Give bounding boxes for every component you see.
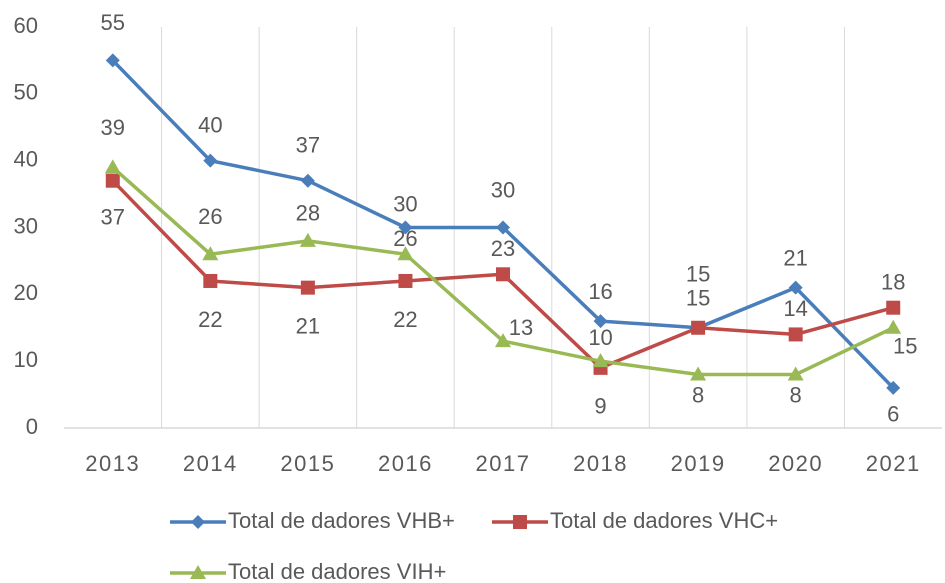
x-tick-label: 2021 (866, 451, 921, 476)
point (300, 173, 315, 188)
point (300, 280, 315, 295)
data-label: 30 (393, 191, 417, 216)
legend-label: Total de dadores VHC+ (550, 508, 778, 533)
point (885, 319, 902, 334)
legend-marker (513, 515, 527, 529)
data-label: 18 (881, 270, 905, 295)
data-label: 15 (686, 286, 710, 311)
point (886, 300, 901, 315)
point (495, 333, 511, 348)
data-label: 39 (101, 115, 125, 140)
point (398, 273, 413, 288)
data-label: 22 (393, 307, 417, 332)
point (886, 380, 901, 395)
point (105, 53, 120, 68)
y-tick-label: 50 (14, 80, 38, 105)
point (202, 246, 219, 261)
data-label: 22 (198, 307, 222, 332)
data-label: 28 (296, 201, 320, 226)
data-label: 21 (783, 245, 807, 270)
point (690, 366, 707, 381)
data-label: 13 (509, 315, 533, 340)
data-label: 55 (101, 10, 125, 35)
x-tick-label: 2018 (573, 451, 628, 476)
x-tick-label: 2014 (183, 451, 238, 476)
data-label: 37 (296, 133, 320, 158)
data-label: 26 (198, 204, 222, 229)
y-tick-label: 10 (14, 347, 38, 372)
point (691, 320, 706, 335)
point (398, 220, 413, 235)
data-label: 23 (491, 236, 515, 261)
data-label: 8 (790, 382, 802, 407)
point (203, 153, 218, 168)
x-tick-label: 2015 (280, 451, 335, 476)
y-tick-label: 40 (14, 146, 38, 171)
data-label: 26 (393, 226, 417, 251)
legend-marker (190, 565, 206, 579)
y-tick-label: 20 (14, 280, 38, 305)
data-label: 21 (296, 313, 320, 338)
data-label: 37 (101, 205, 125, 230)
legend-label: Total de dadores VIH+ (228, 559, 446, 583)
y-tick-label: 60 (14, 13, 38, 38)
legend-marker (191, 515, 205, 529)
x-tick-label: 2017 (476, 451, 531, 476)
point (104, 159, 121, 174)
point (593, 314, 608, 329)
point (496, 267, 510, 282)
legend-label: Total de dadores VHB+ (228, 508, 455, 533)
point (105, 173, 120, 188)
data-label: 40 (198, 112, 222, 137)
point (788, 327, 803, 342)
x-tick-label: 2013 (85, 451, 140, 476)
y-tick-label: 30 (14, 213, 38, 238)
data-label: 16 (588, 279, 612, 304)
data-label: 14 (783, 296, 807, 321)
point (397, 246, 414, 261)
point (788, 280, 803, 295)
data-label: 15 (686, 262, 710, 287)
point (203, 273, 218, 288)
data-label: 8 (692, 382, 704, 407)
x-tick-label: 2016 (378, 451, 433, 476)
data-label: 30 (491, 177, 515, 202)
data-label: 10 (588, 325, 612, 350)
x-tick-label: 2019 (671, 451, 726, 476)
x-tick-label: 2020 (768, 451, 823, 476)
point (592, 353, 609, 368)
point (787, 366, 804, 381)
data-label: 9 (594, 394, 606, 419)
data-label: 6 (887, 402, 899, 427)
point (299, 232, 316, 247)
point (496, 220, 510, 235)
data-label: 15 (893, 334, 917, 359)
y-tick-label: 0 (26, 414, 38, 439)
